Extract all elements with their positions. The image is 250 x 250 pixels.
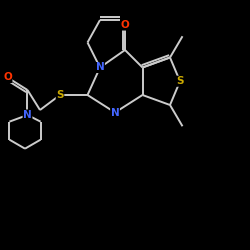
Text: N: N bbox=[96, 62, 104, 72]
Text: S: S bbox=[56, 90, 64, 100]
Text: N: N bbox=[110, 108, 120, 118]
Text: N: N bbox=[23, 110, 32, 120]
Text: O: O bbox=[120, 20, 130, 30]
Text: O: O bbox=[3, 72, 12, 83]
Text: S: S bbox=[176, 76, 184, 86]
